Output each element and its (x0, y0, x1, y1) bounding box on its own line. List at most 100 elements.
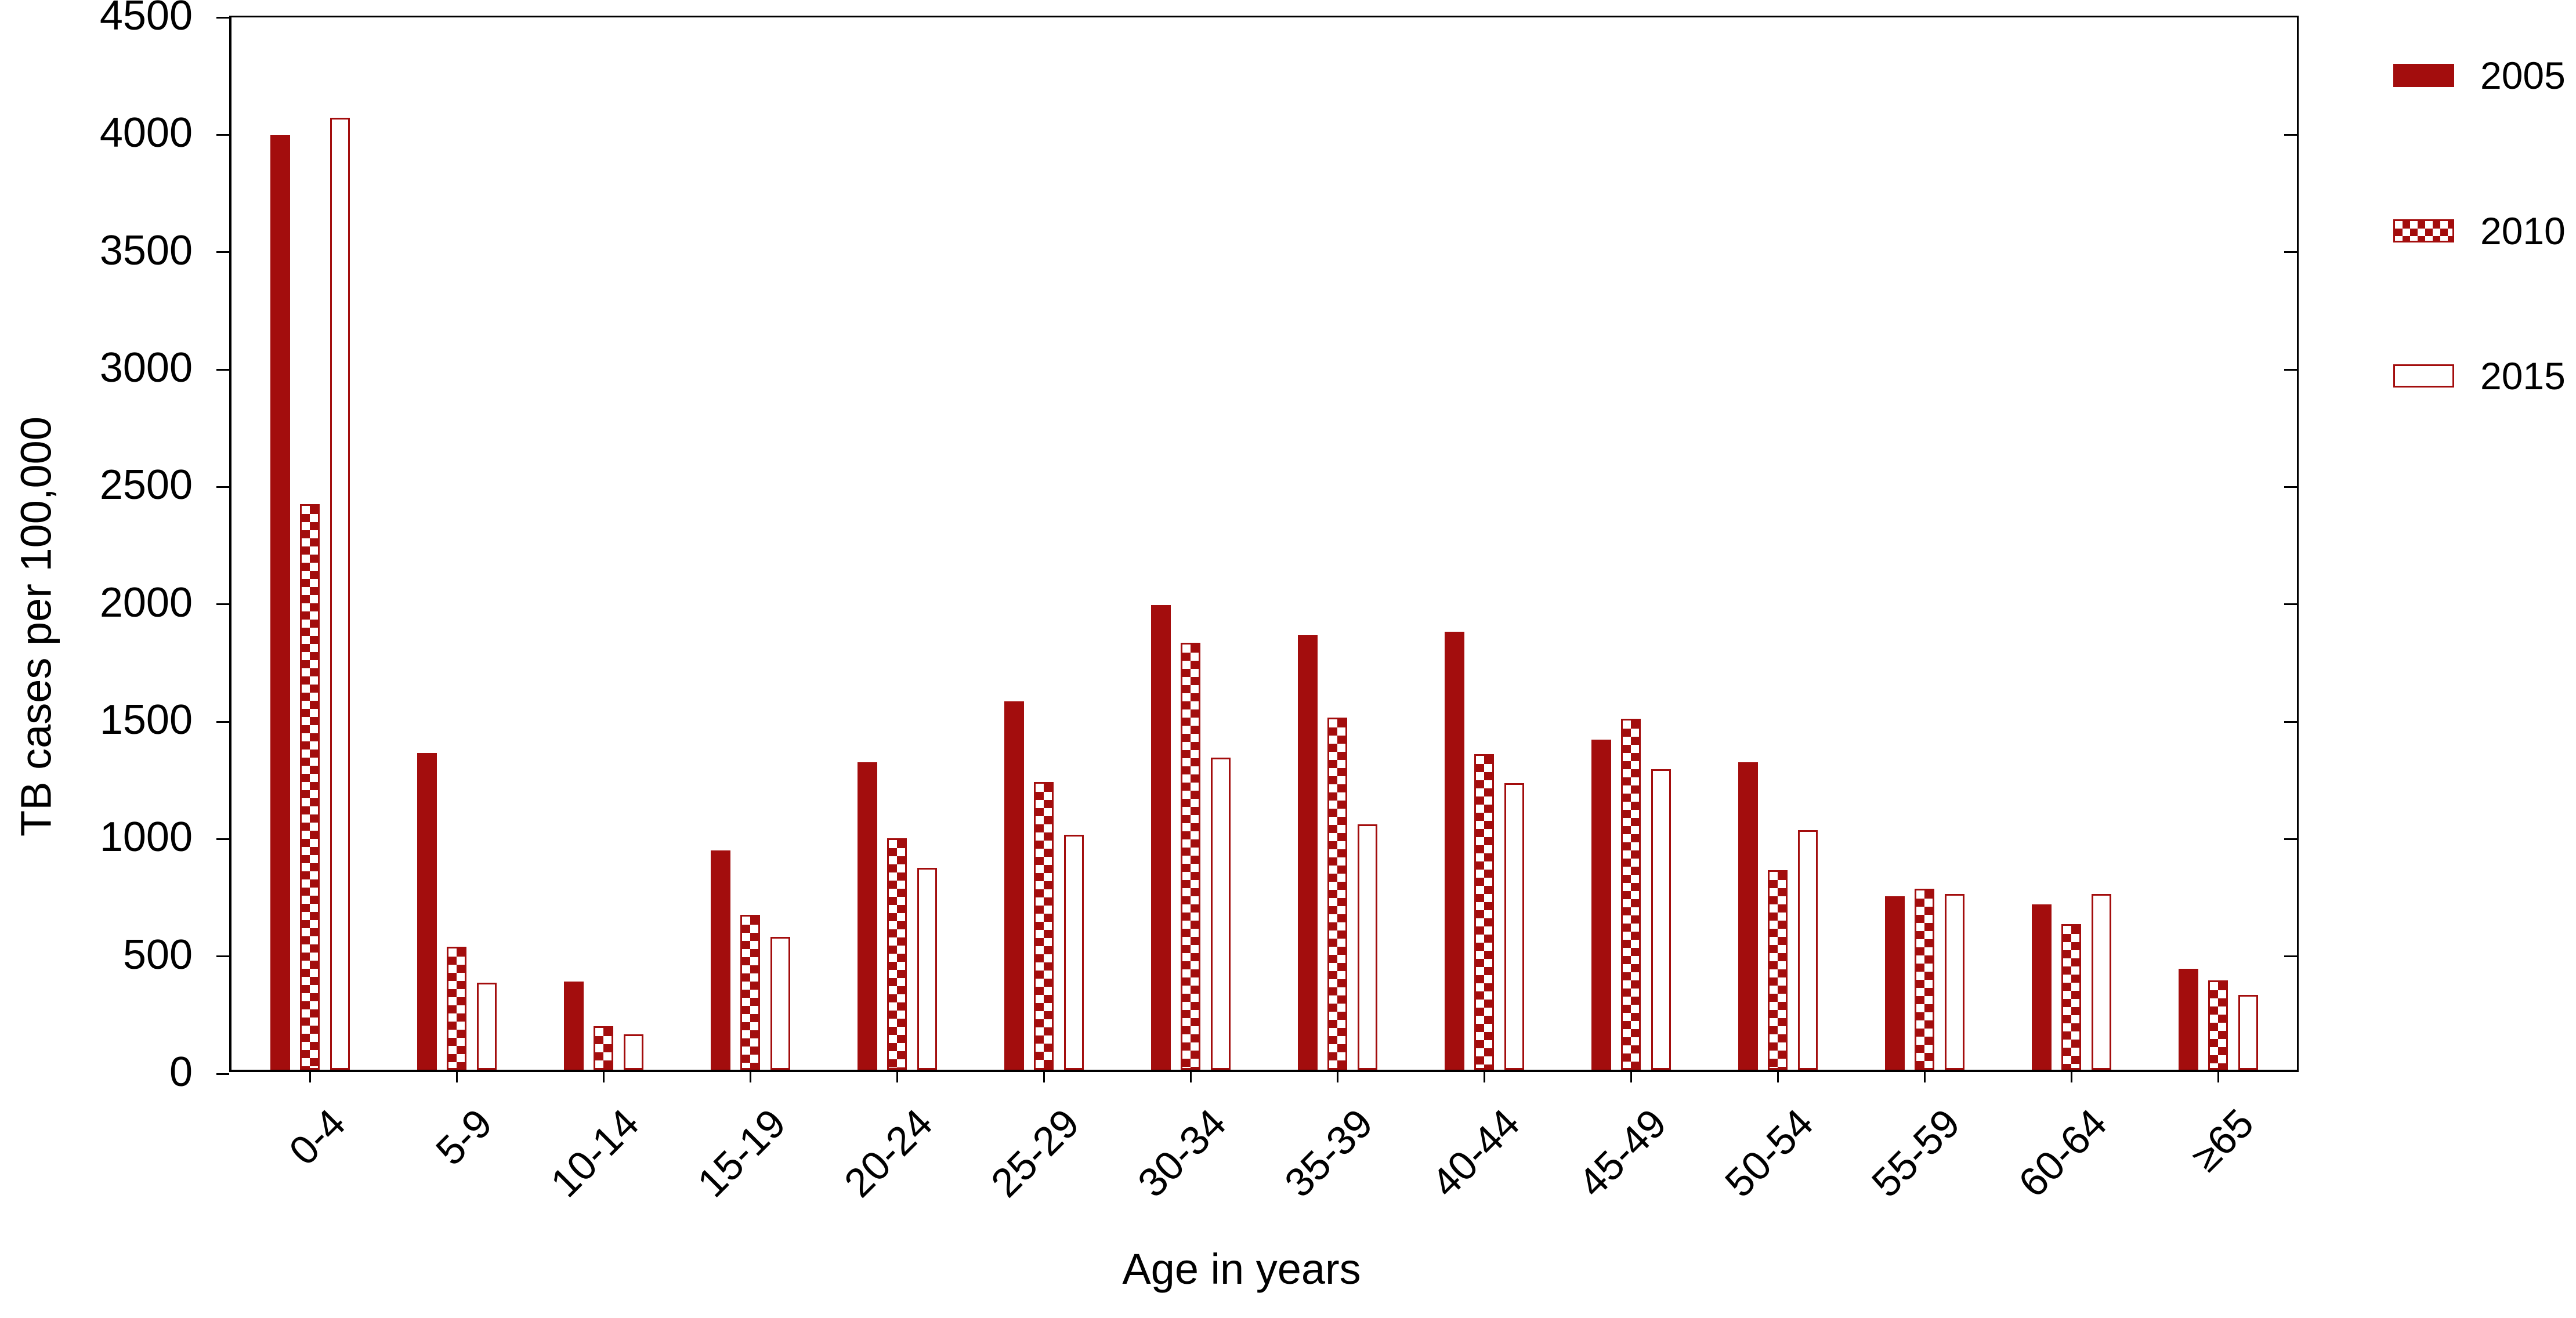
x-tick-mark (309, 1070, 311, 1082)
y-tick-label: 4500 (99, 0, 193, 39)
x-tick-label: 15-19 (689, 1100, 794, 1206)
x-tick-mark (1923, 1070, 1926, 1082)
y-axis-title: TB cases per 100,000 (12, 417, 60, 837)
bar-2010-50-54 (1768, 870, 1788, 1070)
y-tick-label: 3000 (99, 345, 193, 391)
y-tick-mark-right (2284, 720, 2297, 723)
x-axis-title: Age in years (1122, 1245, 1361, 1293)
bar-2015-25-29 (1064, 835, 1084, 1070)
x-tick-mark (2070, 1070, 2072, 1082)
x-tick-mark (455, 1070, 458, 1082)
bar-2005-50-54 (1738, 762, 1758, 1070)
bar-2005-45-49 (1591, 740, 1611, 1070)
bar-2015-≥65 (2238, 994, 2258, 1070)
y-tick-label: 2000 (99, 579, 193, 626)
y-tick-mark (216, 603, 229, 606)
y-tick-label: 1000 (99, 814, 193, 861)
bar-2010-5-9 (447, 946, 467, 1070)
x-tick-label: 25-29 (982, 1100, 1088, 1206)
bar-2015-35-39 (1358, 824, 1377, 1070)
plot-area (216, 16, 2299, 1082)
bar-2015-20-24 (917, 868, 937, 1070)
legend-swatch-outline (2393, 364, 2454, 388)
x-tick-label: 40-44 (1423, 1100, 1528, 1206)
bar-2005-≥65 (2178, 969, 2198, 1070)
legend-label: 2010 (2480, 209, 2566, 252)
bar-2005-60-64 (2031, 904, 2052, 1070)
y-tick-mark-right (2284, 133, 2297, 136)
y-tick-mark-right (2284, 955, 2297, 958)
y-tick-label: 1500 (99, 697, 193, 743)
y-tick-label: 0 (169, 1049, 193, 1095)
y-tick-label: 4000 (99, 110, 193, 157)
bar-2010-10-14 (594, 1026, 614, 1070)
y-tick-mark-right (2284, 486, 2297, 488)
x-tick-mark (602, 1070, 605, 1082)
y-tick-mark-right (2284, 603, 2297, 606)
x-tick-label: 10-14 (542, 1100, 647, 1206)
x-tick-mark (1336, 1070, 1338, 1082)
bar-2005-55-59 (1884, 896, 1905, 1070)
bar-2010-15-19 (740, 914, 761, 1070)
legend-label: 2005 (2480, 54, 2566, 97)
bar-2015-45-49 (1651, 769, 1671, 1070)
y-tick-mark (216, 838, 229, 840)
bar-2015-0-4 (330, 118, 350, 1070)
x-tick-label: 60-64 (2010, 1100, 2115, 1206)
y-tick-mark (216, 955, 229, 958)
bar-2015-15-19 (770, 937, 790, 1070)
bar-2010-≥65 (2208, 980, 2228, 1070)
x-tick-mark (1777, 1070, 1779, 1082)
y-tick-label: 500 (122, 931, 193, 978)
bar-2010-55-59 (1915, 889, 1935, 1070)
bar-2015-55-59 (1945, 893, 1964, 1070)
bar-2010-30-34 (1181, 642, 1201, 1070)
y-tick-mark (216, 368, 229, 371)
legend-label: 2015 (2480, 354, 2566, 397)
bar-2015-40-44 (1504, 783, 1524, 1070)
x-tick-mark (1483, 1070, 1485, 1082)
bar-2010-20-24 (887, 838, 907, 1070)
bar-2010-35-39 (1327, 718, 1348, 1070)
bar-2010-45-49 (1621, 719, 1641, 1070)
y-tick-label: 3500 (99, 227, 193, 274)
y-tick-mark-right (2284, 838, 2297, 840)
y-tick-mark (216, 251, 229, 254)
y-tick-mark (216, 133, 229, 136)
x-tick-mark (1189, 1070, 1192, 1082)
bar-2005-20-24 (857, 762, 877, 1070)
x-tick-label: 35-39 (1276, 1100, 1381, 1206)
bar-2005-15-19 (710, 850, 730, 1070)
bar-2010-60-64 (2061, 924, 2082, 1070)
bar-2010-0-4 (300, 504, 320, 1070)
x-tick-mark (2217, 1070, 2219, 1082)
y-tick-label: 2500 (99, 462, 193, 509)
x-tick-mark (896, 1070, 898, 1082)
bar-2005-5-9 (417, 752, 437, 1070)
x-tick-label: ≥65 (2182, 1100, 2262, 1181)
bar-2015-5-9 (477, 983, 497, 1070)
y-tick-mark (216, 16, 229, 19)
x-tick-label: 55-59 (1863, 1100, 1969, 1206)
y-tick-mark-right (2284, 368, 2297, 371)
x-tick-label: 30-34 (1129, 1100, 1235, 1206)
x-tick-label: 20-24 (835, 1100, 941, 1206)
bar-2015-30-34 (1211, 757, 1231, 1070)
x-tick-mark (749, 1070, 751, 1082)
bar-2015-60-64 (2092, 893, 2111, 1070)
x-tick-label: 45-49 (1569, 1100, 1675, 1206)
x-tick-mark (1630, 1070, 1632, 1082)
bar-2015-50-54 (1798, 830, 1818, 1070)
x-tick-label: 50-54 (1716, 1100, 1822, 1206)
bar-2015-10-14 (624, 1034, 643, 1070)
x-tick-label: 0-4 (280, 1100, 354, 1174)
bar-2005-35-39 (1297, 635, 1318, 1070)
y-tick-mark (216, 720, 229, 723)
x-tick-label: 5-9 (427, 1100, 501, 1174)
y-tick-mark-right (2284, 251, 2297, 254)
bar-2005-25-29 (1004, 701, 1024, 1070)
y-tick-mark (216, 1073, 229, 1075)
bar-2005-40-44 (1444, 632, 1464, 1070)
bar-2005-0-4 (270, 135, 290, 1070)
